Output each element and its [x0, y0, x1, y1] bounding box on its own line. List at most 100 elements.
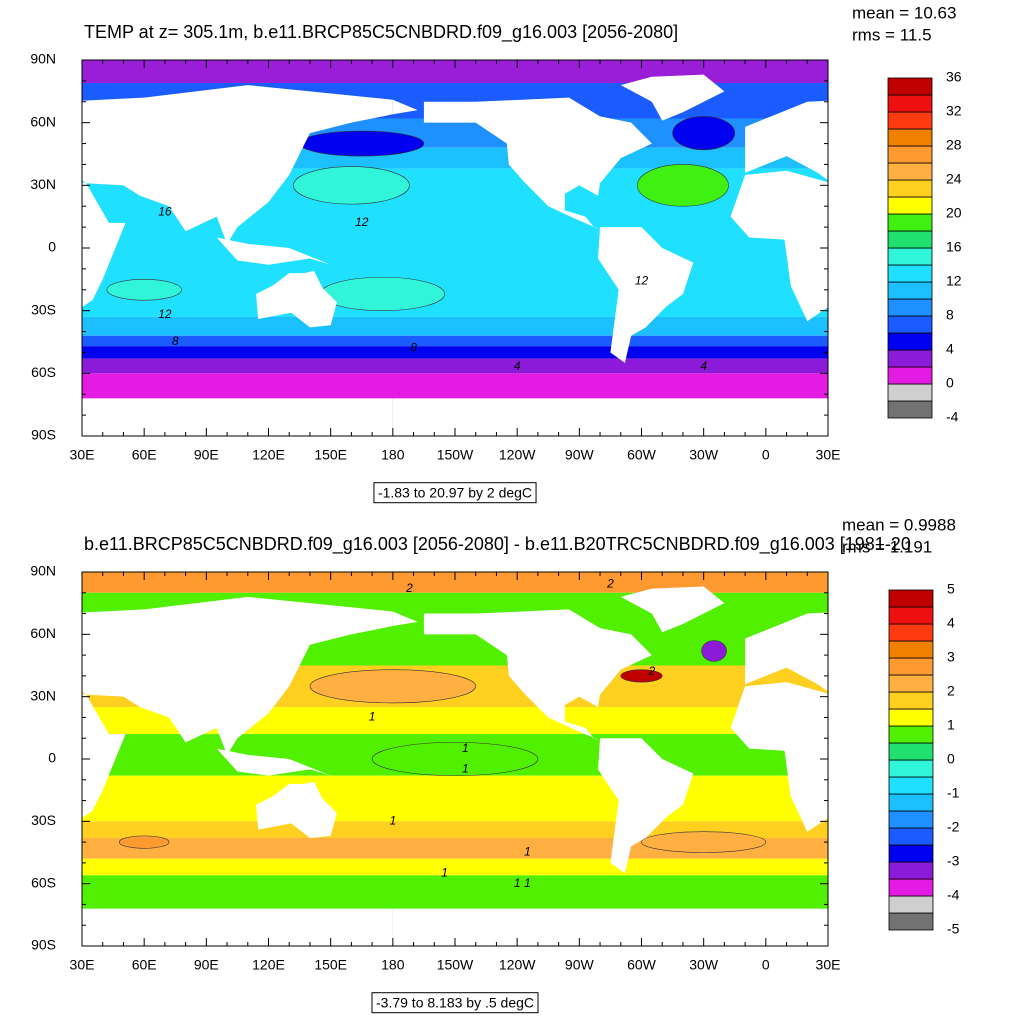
x-tick-label: 30E — [70, 957, 95, 973]
colorbar-box — [888, 878, 934, 897]
colorbar-box — [888, 759, 934, 778]
colorbar-box — [887, 213, 933, 232]
colorbar-box — [888, 725, 934, 744]
field-band — [82, 858, 828, 876]
land — [597, 738, 694, 874]
y-tick-label: 30N — [30, 176, 56, 192]
colorbar-box — [887, 128, 933, 147]
field-patch — [119, 835, 170, 849]
contour-label: 16 — [158, 205, 172, 219]
land — [216, 748, 331, 776]
field-band — [82, 358, 828, 374]
colorbar-box — [888, 640, 934, 659]
x-tick-label: 180 — [381, 447, 405, 463]
mean-label: mean = 10.63 — [852, 3, 956, 22]
colorbar-box — [887, 298, 933, 317]
colorbar-label: 16 — [946, 239, 962, 255]
colorbar-box — [888, 657, 934, 676]
colorbar-label: 28 — [946, 137, 962, 153]
y-tick-label: 60N — [30, 113, 56, 129]
y-tick-label: 60N — [30, 625, 56, 641]
x-tick-label: 90W — [565, 447, 595, 463]
colorbar-box — [887, 264, 933, 283]
x-tick-label: 120E — [252, 447, 285, 463]
land — [392, 611, 418, 627]
colorbar-box — [887, 179, 933, 198]
contour-label: 2 — [606, 577, 614, 591]
x-tick-label: 150E — [314, 447, 347, 463]
colorbar-label: 4 — [946, 341, 954, 357]
range-box — [373, 482, 537, 504]
colorbar-box — [888, 912, 934, 931]
land — [597, 227, 694, 363]
rms-label: rms = 1.191 — [842, 537, 932, 556]
mean-label: mean = 0.9988 — [842, 515, 956, 534]
land — [423, 609, 652, 743]
land — [82, 693, 126, 818]
x-tick-label: 0 — [762, 447, 770, 463]
land — [963, 749, 1024, 776]
colorbar-box — [887, 281, 933, 300]
land — [82, 182, 126, 308]
land — [82, 908, 393, 946]
land — [620, 74, 725, 121]
contour-label: 12 — [355, 215, 369, 229]
field-band — [82, 316, 828, 336]
colorbar-label: 2 — [947, 683, 955, 699]
x-tick-label: 90E — [194, 447, 219, 463]
colorbar-label: -4 — [947, 887, 960, 903]
land — [392, 99, 418, 115]
field-patch — [299, 130, 425, 157]
y-tick-label: 0 — [48, 239, 56, 255]
y-tick-label: 90S — [31, 937, 56, 953]
field-patch — [371, 742, 539, 776]
contour-label: 12 — [158, 307, 172, 321]
land — [423, 97, 652, 232]
colorbar-box — [887, 400, 933, 419]
x-tick-label: 150E — [314, 957, 347, 973]
map-title: b.e11.BRCP85C5CNBDRD.f09_g16.003 [2056-2… — [84, 534, 911, 555]
map — [0, 572, 1024, 946]
colorbar-box — [887, 247, 933, 266]
colorbar-label: 36 — [946, 69, 962, 85]
contour-label: 1 — [524, 845, 531, 859]
contour-label: 1 — [462, 741, 469, 755]
x-tick-label: 30E — [816, 957, 841, 973]
land — [82, 398, 393, 436]
contour-label: 1 — [462, 762, 469, 776]
field-patch — [637, 164, 729, 207]
y-tick-label: 30S — [31, 301, 56, 317]
x-tick-label: 60E — [132, 447, 157, 463]
land — [216, 237, 331, 265]
x-tick-label: 30W — [689, 957, 719, 973]
y-tick-label: 90S — [31, 427, 56, 443]
x-tick-label: 90E — [194, 957, 219, 973]
contour-label: 1 — [441, 865, 448, 879]
x-tick-label: 0 — [762, 957, 770, 973]
colorbar-box — [888, 810, 934, 829]
colorbar-box — [887, 162, 933, 181]
contour-label: 4 — [700, 359, 707, 373]
contour-label: 8 — [410, 340, 417, 354]
x-tick-label: 180 — [381, 957, 405, 973]
colorbar-box — [888, 827, 934, 846]
x-tick-label: 60W — [627, 447, 657, 463]
land — [82, 85, 393, 244]
land — [392, 398, 828, 436]
x-tick-label: 30E — [816, 447, 841, 463]
land — [1002, 271, 1024, 327]
range-label: -1.83 to 20.97 by 2 degC — [378, 485, 532, 501]
x-tick-label: 30E — [70, 447, 95, 463]
colorbar-box — [888, 844, 934, 863]
colorbar-box — [888, 623, 934, 642]
colorbar-box — [887, 94, 933, 113]
field-patch — [0, 832, 20, 853]
colorbar-box — [887, 349, 933, 368]
map-title: TEMP at z= 305.1m, b.e11.BRCP85C5CNBDRD.… — [84, 22, 678, 43]
colorbar-box — [888, 861, 934, 880]
field-patch — [701, 640, 727, 662]
y-tick-label: 30N — [30, 687, 56, 703]
colorbar-label: 3 — [947, 649, 955, 665]
colorbar-box — [887, 366, 933, 385]
field-band — [82, 335, 828, 347]
